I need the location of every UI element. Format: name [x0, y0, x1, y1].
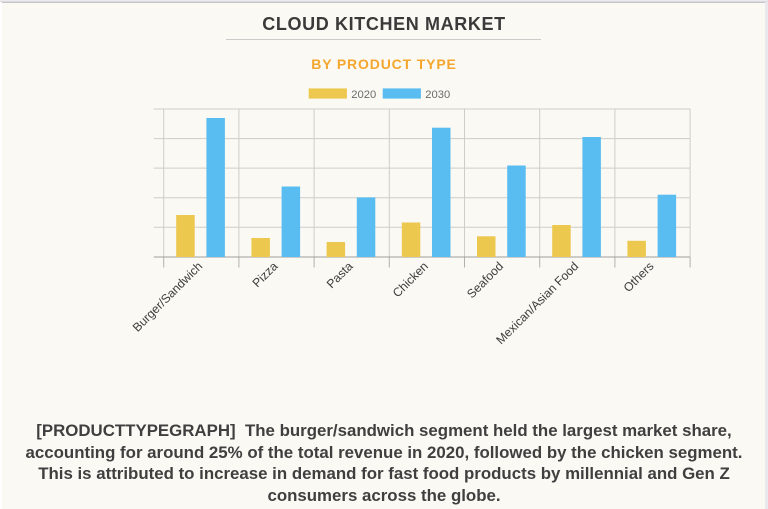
svg-text:2020: 2020 [351, 89, 376, 101]
svg-text:2030: 2030 [425, 89, 450, 101]
svg-text:Others: Others [621, 259, 657, 295]
svg-text:Burger/Sandwich: Burger/Sandwich [130, 259, 206, 335]
svg-text:Seafood: Seafood [464, 259, 506, 301]
svg-text:Pizza: Pizza [250, 259, 281, 290]
svg-text:Chicken: Chicken [390, 259, 431, 300]
svg-text:Mexican/Asian Food: Mexican/Asian Food [493, 259, 581, 347]
svg-text:Pasta: Pasta [324, 259, 356, 291]
